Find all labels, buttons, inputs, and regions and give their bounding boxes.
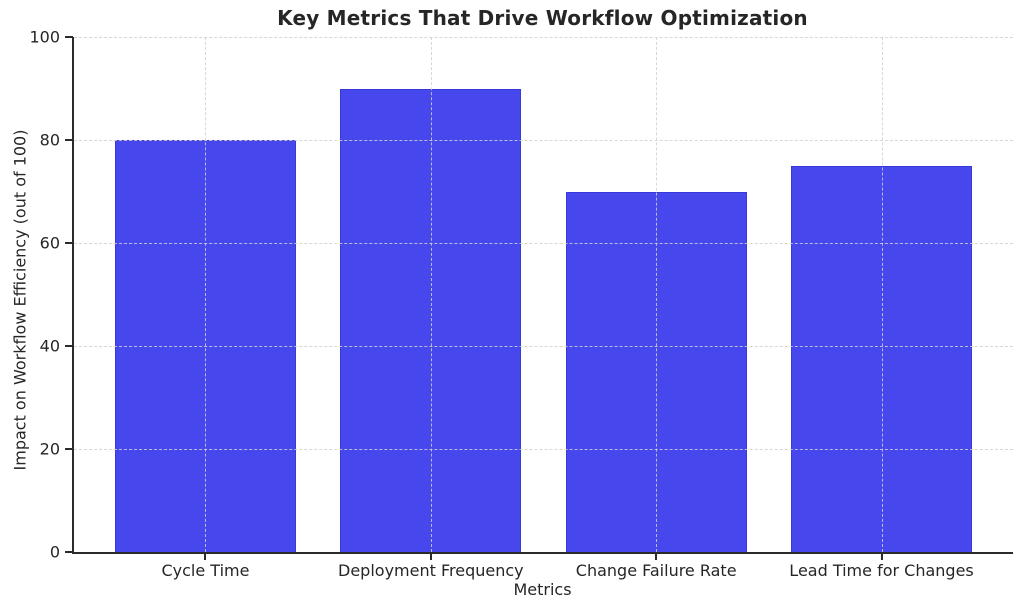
y-tick-mark [65, 36, 73, 38]
y-tick-label: 40 [39, 336, 60, 356]
y-axis-label: Impact on Workflow Efficiency (out of 10… [10, 129, 30, 471]
x-tick-mark [429, 554, 432, 560]
y-tick-mark [65, 345, 73, 347]
chart-title: Key Metrics That Drive Workflow Optimiza… [277, 6, 808, 30]
bar-change-failure-rate [565, 191, 747, 552]
y-tick-label: 60 [39, 233, 60, 253]
y-tick-mark [65, 139, 73, 141]
horizontal-gridline [74, 37, 1013, 38]
y-tick-label: 80 [39, 130, 60, 150]
x-axis-label: Metrics [513, 580, 572, 599]
bar-lead-time-for-changes [790, 165, 973, 552]
plot-area: 0 20 40 60 80 100 Cycle Time Deployment Frequen… [29, 28, 1013, 580]
y-tick-mark [65, 242, 73, 244]
x-tick-label-deployment-frequency: Deployment Frequency [338, 561, 524, 580]
x-tick-label-change-failure-rate: Change Failure Rate [575, 561, 737, 580]
y-tick-label: 100 [29, 27, 60, 47]
x-tick-label-cycle-time: Cycle Time [161, 561, 250, 580]
bar-deployment-frequency [340, 88, 522, 552]
y-tick-label: 0 [49, 542, 60, 562]
x-tick-mark [880, 554, 883, 560]
y-tick-label: 20 [39, 439, 60, 459]
y-tick-mark [65, 551, 73, 553]
x-tick-label-lead-time-for-changes: Lead Time for Changes [789, 561, 974, 580]
bar-cycle-time [114, 140, 297, 552]
x-tick-mark [204, 554, 207, 560]
y-tick-mark [65, 448, 73, 450]
x-tick-mark [655, 554, 658, 560]
